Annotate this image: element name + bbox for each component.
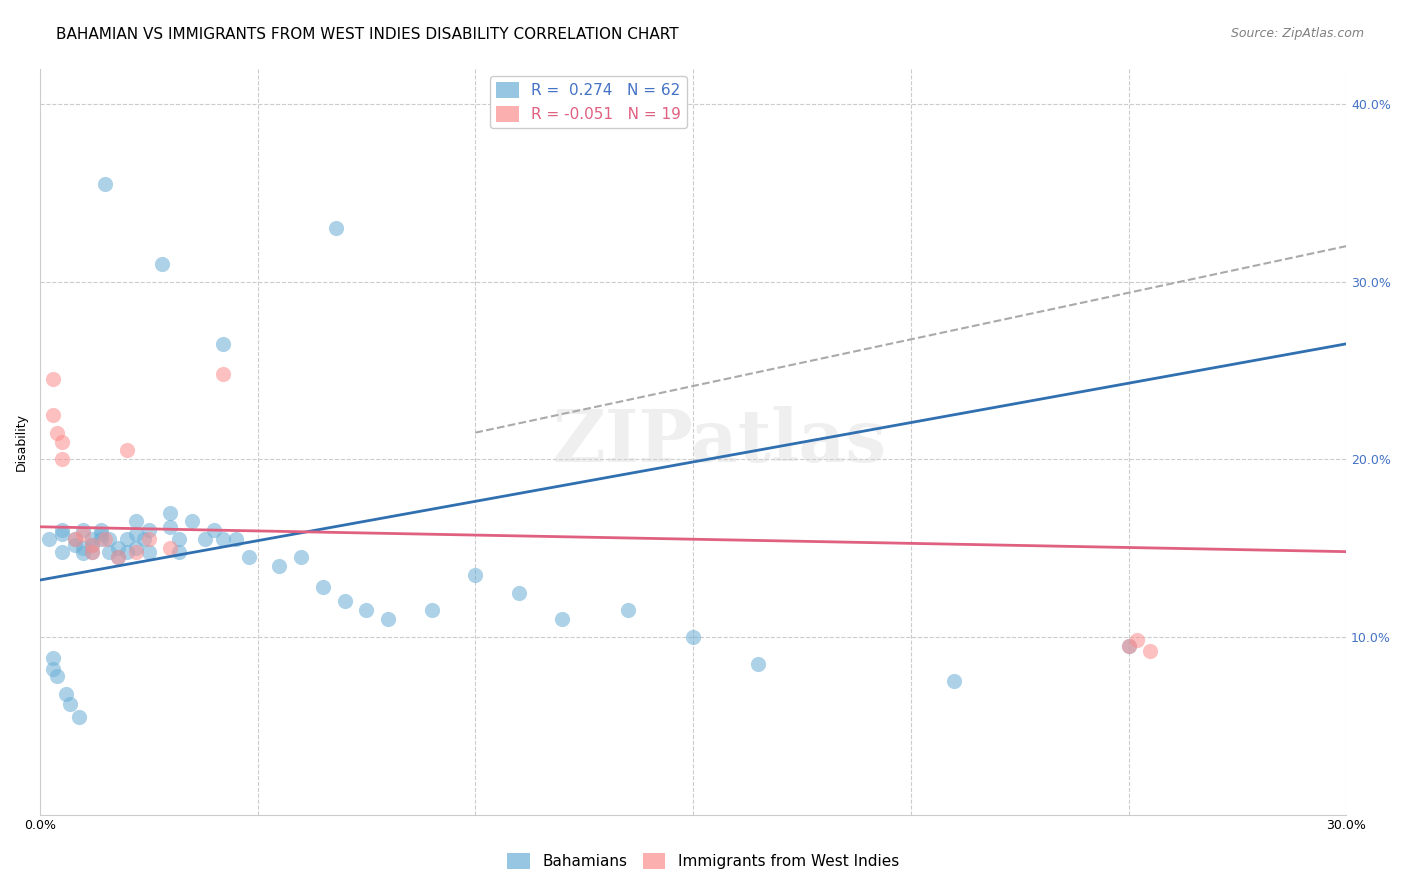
Text: BAHAMIAN VS IMMIGRANTS FROM WEST INDIES DISABILITY CORRELATION CHART: BAHAMIAN VS IMMIGRANTS FROM WEST INDIES …	[56, 27, 679, 42]
Point	[124, 541, 146, 555]
Point	[63, 533, 86, 547]
Legend: R =  0.274   N = 62, R = -0.051   N = 19: R = 0.274 N = 62, R = -0.051 N = 19	[489, 76, 688, 128]
Point	[72, 546, 94, 560]
Point	[72, 524, 94, 538]
Point	[1126, 633, 1149, 648]
Point	[211, 336, 233, 351]
Point	[51, 527, 73, 541]
Point	[159, 541, 181, 555]
Point	[1139, 644, 1161, 658]
Point	[72, 527, 94, 541]
Point	[115, 533, 138, 547]
Point	[51, 524, 73, 538]
Point	[508, 585, 530, 599]
Point	[51, 544, 73, 558]
Point	[46, 669, 69, 683]
Point	[115, 443, 138, 458]
Point	[269, 558, 291, 573]
Point	[51, 434, 73, 449]
Y-axis label: Disability: Disability	[15, 412, 28, 470]
Point	[616, 603, 638, 617]
Point	[98, 533, 121, 547]
Point	[98, 544, 121, 558]
Point	[238, 549, 260, 564]
Point	[94, 177, 117, 191]
Point	[94, 533, 117, 547]
Point	[90, 524, 112, 538]
Point	[42, 662, 65, 676]
Point	[325, 221, 347, 235]
Point	[51, 452, 73, 467]
Point	[67, 710, 90, 724]
Point	[107, 549, 129, 564]
Point	[333, 594, 356, 608]
Text: ZIPatlas: ZIPatlas	[553, 406, 886, 477]
Point	[80, 533, 103, 547]
Point	[138, 533, 160, 547]
Point	[312, 580, 335, 594]
Point	[124, 515, 146, 529]
Point	[225, 533, 247, 547]
Point	[167, 533, 190, 547]
Point	[551, 612, 574, 626]
Point	[90, 533, 112, 547]
Point	[63, 533, 86, 547]
Point	[420, 603, 443, 617]
Point	[194, 533, 217, 547]
Point	[80, 544, 103, 558]
Point	[377, 612, 399, 626]
Point	[80, 537, 103, 551]
Point	[63, 537, 86, 551]
Point	[211, 367, 233, 381]
Point	[943, 674, 966, 689]
Point	[80, 537, 103, 551]
Point	[138, 524, 160, 538]
Point	[107, 549, 129, 564]
Point	[59, 698, 82, 712]
Point	[159, 506, 181, 520]
Point	[167, 544, 190, 558]
Point	[181, 515, 204, 529]
Point	[124, 544, 146, 558]
Point	[90, 527, 112, 541]
Legend: Bahamians, Immigrants from West Indies: Bahamians, Immigrants from West Indies	[501, 847, 905, 875]
Point	[211, 533, 233, 547]
Point	[42, 651, 65, 665]
Point	[134, 533, 156, 547]
Point	[42, 408, 65, 422]
Point	[46, 425, 69, 440]
Point	[138, 544, 160, 558]
Point	[124, 527, 146, 541]
Point	[202, 524, 225, 538]
Point	[159, 520, 181, 534]
Point	[464, 567, 486, 582]
Point	[38, 533, 60, 547]
Point	[55, 687, 77, 701]
Text: Source: ZipAtlas.com: Source: ZipAtlas.com	[1230, 27, 1364, 40]
Point	[107, 541, 129, 555]
Point	[356, 603, 378, 617]
Point	[290, 549, 312, 564]
Point	[80, 544, 103, 558]
Point	[1118, 639, 1140, 653]
Point	[72, 541, 94, 555]
Point	[682, 630, 704, 644]
Point	[42, 372, 65, 386]
Point	[747, 657, 769, 671]
Point	[115, 544, 138, 558]
Point	[150, 257, 173, 271]
Point	[1118, 639, 1140, 653]
